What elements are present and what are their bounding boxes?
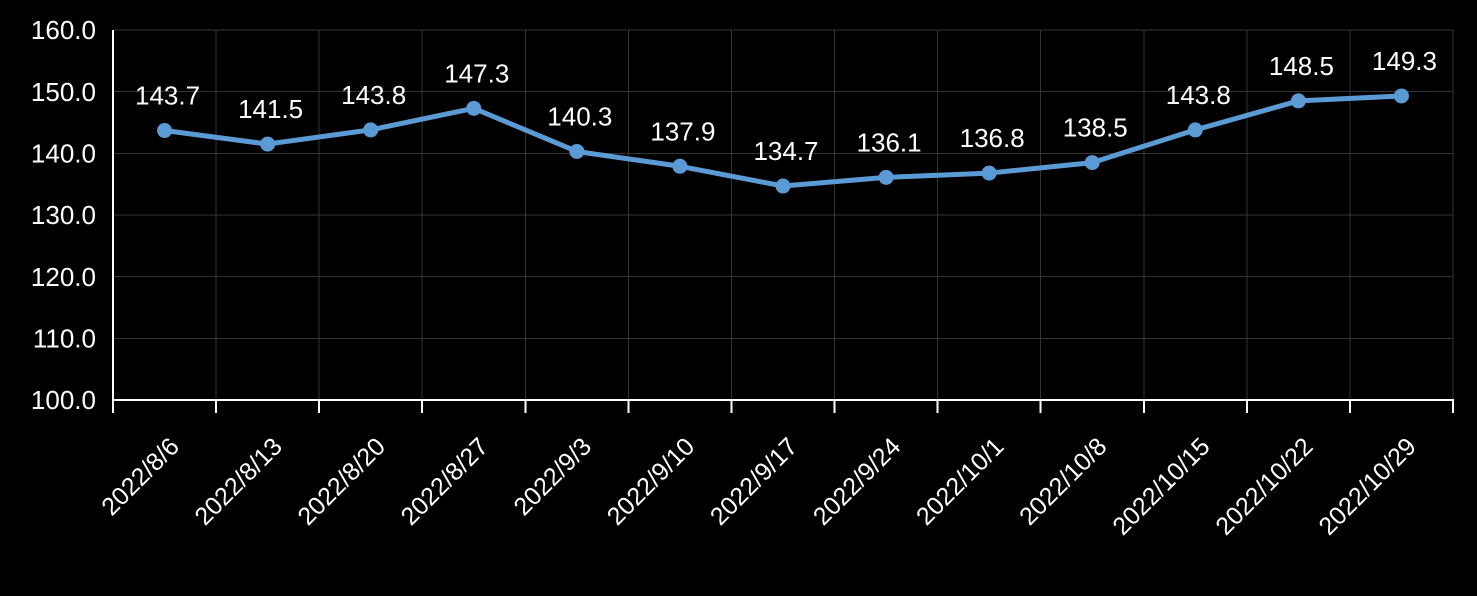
x-axis-tick-label: 2022/9/3 bbox=[508, 432, 597, 521]
data-point-marker bbox=[363, 122, 379, 138]
data-point-marker bbox=[569, 143, 585, 159]
x-axis-tick-label: 2022/10/8 bbox=[1014, 432, 1112, 530]
data-point-marker bbox=[981, 165, 997, 181]
x-axis-tick-label: 2022/9/24 bbox=[808, 432, 907, 531]
x-axis-tick-label: 2022/8/6 bbox=[96, 432, 185, 521]
data-point-marker bbox=[878, 169, 894, 185]
y-axis-tick-label: 120.0 bbox=[31, 262, 96, 292]
y-axis-tick-label: 140.0 bbox=[31, 138, 96, 168]
data-point-marker bbox=[466, 100, 482, 116]
x-axis-tick-label: 2022/10/22 bbox=[1210, 432, 1318, 540]
data-label: 136.1 bbox=[857, 127, 922, 157]
data-label: 147.3 bbox=[444, 58, 509, 88]
data-label: 137.9 bbox=[650, 116, 715, 146]
y-axis-tick-label: 160.0 bbox=[31, 15, 96, 45]
data-label: 136.8 bbox=[960, 123, 1025, 153]
data-label: 143.8 bbox=[341, 80, 406, 110]
x-axis-tick-label: 2022/10/15 bbox=[1107, 432, 1215, 540]
x-axis-tick-label: 2022/8/27 bbox=[396, 432, 494, 530]
data-point-marker bbox=[1187, 122, 1203, 138]
data-label: 141.5 bbox=[238, 94, 303, 124]
y-axis-tick-label: 130.0 bbox=[31, 200, 96, 230]
data-point-marker bbox=[672, 158, 688, 174]
data-point-marker bbox=[260, 136, 276, 152]
y-axis-tick-label: 150.0 bbox=[31, 77, 96, 107]
x-axis-tick-label: 2022/8/13 bbox=[189, 432, 287, 530]
data-label: 138.5 bbox=[1063, 113, 1128, 143]
x-axis-tick-label: 2022/9/10 bbox=[602, 432, 700, 530]
data-point-marker bbox=[775, 178, 791, 194]
data-point-marker bbox=[1290, 93, 1306, 109]
y-axis-tick-label: 100.0 bbox=[31, 385, 96, 415]
data-point-marker bbox=[1393, 88, 1409, 104]
x-axis-tick-label: 2022/10/29 bbox=[1313, 432, 1421, 540]
data-label: 140.3 bbox=[547, 101, 612, 131]
data-label: 134.7 bbox=[753, 136, 818, 166]
data-point-marker bbox=[1084, 155, 1100, 171]
data-label: 149.3 bbox=[1372, 46, 1437, 76]
y-axis-tick-label: 110.0 bbox=[33, 323, 96, 353]
data-point-marker bbox=[157, 123, 173, 139]
x-axis-tick-label: 2022/10/1 bbox=[911, 432, 1009, 530]
data-label: 143.7 bbox=[135, 81, 200, 111]
data-label: 143.8 bbox=[1166, 80, 1231, 110]
x-axis-tick-label: 2022/9/17 bbox=[705, 432, 803, 530]
x-axis-tick-label: 2022/8/20 bbox=[292, 432, 390, 530]
data-label: 148.5 bbox=[1269, 51, 1334, 81]
